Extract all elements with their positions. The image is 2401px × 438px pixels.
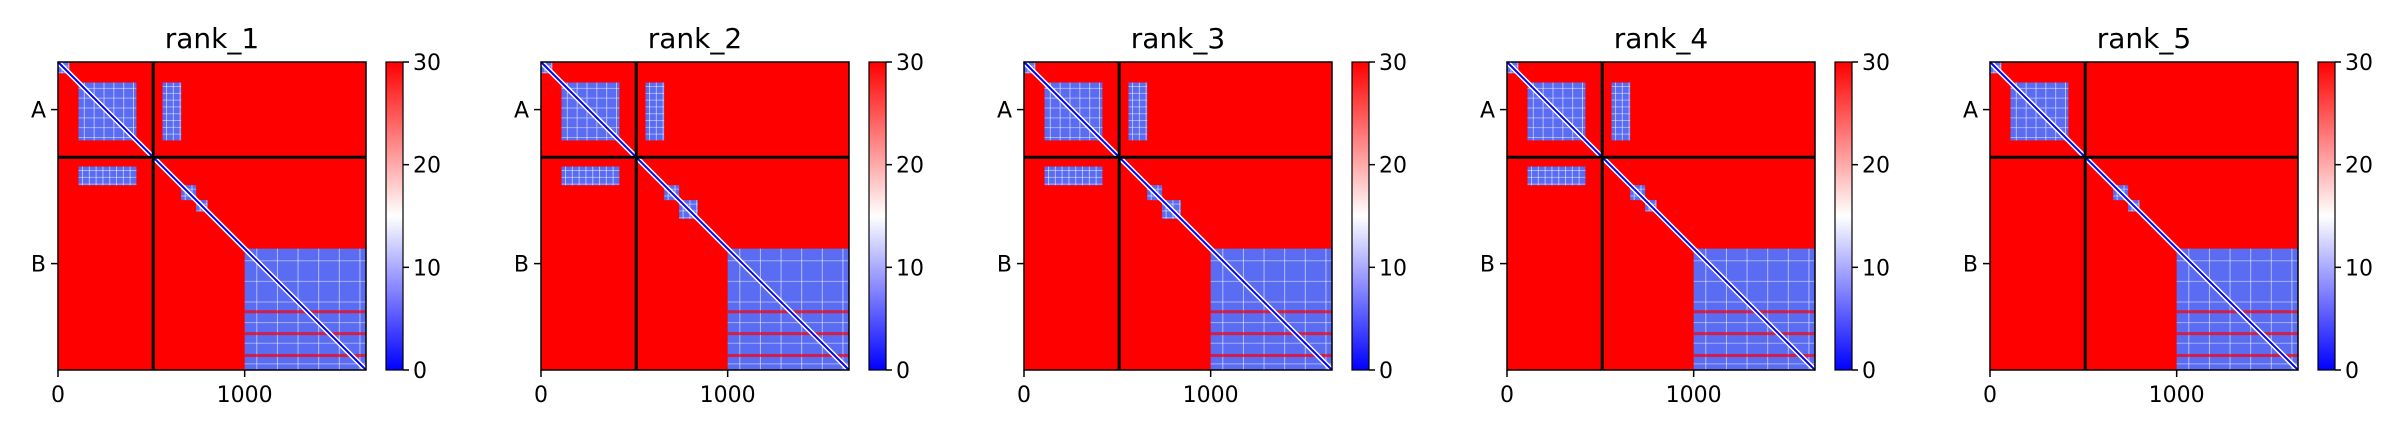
panel-title: rank_5 [2097,22,2191,55]
panel-title: rank_2 [648,22,742,55]
y-tick-label: A [1963,99,1978,124]
colorbar [2317,61,2336,371]
x-tick-label: 0 [1017,383,1031,408]
y-tick-label: B [514,253,529,278]
x-tick-label: 1000 [1666,383,1722,408]
heatmap-panel-4: rank_4 A B 0 1000 0 10 20 30 [1480,22,1890,408]
colorbar-tick-label: 20 [413,154,441,179]
colorbar-tick-label: 20 [1862,154,1890,179]
colorbar [868,61,887,371]
panel-title: rank_4 [1614,22,1708,55]
axes-frame [540,61,850,371]
colorbar-tick-label: 10 [2345,256,2373,281]
y-tick-label: B [997,253,1012,278]
colorbar-tick-label: 0 [1379,359,1393,384]
y-tick-label: A [31,99,46,124]
colorbar-tick-label: 10 [413,256,441,281]
colorbar-tick-label: 10 [896,256,924,281]
low-error-block [1611,82,1631,141]
x-tick-label: 1000 [2149,383,2205,408]
colorbar-tick-label: 30 [413,51,441,76]
axes-frame [57,61,367,371]
colorbar [1351,61,1370,371]
colorbar-tick-label: 10 [1862,256,1890,281]
colorbar-tick-label: 30 [1379,51,1407,76]
x-tick-label: 1000 [700,383,756,408]
y-tick-label: B [1480,253,1495,278]
heatmap-panel-2: rank_2 A B 0 1000 0 10 20 30 [514,22,924,408]
colorbar-tick-label: 30 [2345,51,2373,76]
colorbar-tick-label: 30 [896,51,924,76]
colorbar-tick-label: 0 [2345,359,2359,384]
y-tick-label: B [1963,253,1978,278]
y-tick-label: A [1480,99,1495,124]
x-tick-label: 0 [51,383,65,408]
diagonal [1023,61,1333,371]
y-tick-label: A [514,99,529,124]
x-tick-label: 1000 [1183,383,1239,408]
colorbar [1834,61,1853,371]
low-error-block [78,166,137,186]
heatmap-panel-5: rank_5 A B 0 1000 0 10 20 30 [1963,22,2373,408]
x-tick-label: 1000 [217,383,273,408]
colorbar-tick-label: 20 [896,154,924,179]
x-tick-label: 0 [1983,383,1997,408]
diagonal [1506,61,1816,371]
x-tick-label: 0 [534,383,548,408]
diagonal [57,61,367,371]
low-error-block [1044,166,1103,186]
x-tick-label: 0 [1500,383,1514,408]
panel-title: rank_3 [1131,22,1225,55]
diagonal [540,61,850,371]
colorbar [385,61,404,371]
panel-title: rank_1 [165,22,259,55]
y-tick-label: B [31,253,46,278]
low-error-block [561,166,620,186]
y-tick-label: A [997,99,1012,124]
colorbar-tick-label: 0 [413,359,427,384]
low-error-block [1128,82,1148,141]
colorbar-tick-label: 0 [896,359,910,384]
axes-frame [1506,61,1816,371]
colorbar-tick-label: 20 [2345,154,2373,179]
colorbar-tick-label: 20 [1379,154,1407,179]
axes-frame [1989,61,2299,371]
heatmap-panel-3: rank_3 A B 0 1000 0 10 20 30 [997,22,1407,408]
low-error-block [162,82,182,141]
low-error-block [645,82,665,141]
colorbar-tick-label: 0 [1862,359,1876,384]
diagonal [1989,61,2299,371]
axes-frame [1023,61,1333,371]
colorbar-tick-label: 10 [1379,256,1407,281]
low-error-block [1527,166,1586,186]
heatmap-panel-1: rank_1 A B 0 1000 0 10 20 30 [31,22,441,408]
colorbar-tick-label: 30 [1862,51,1890,76]
